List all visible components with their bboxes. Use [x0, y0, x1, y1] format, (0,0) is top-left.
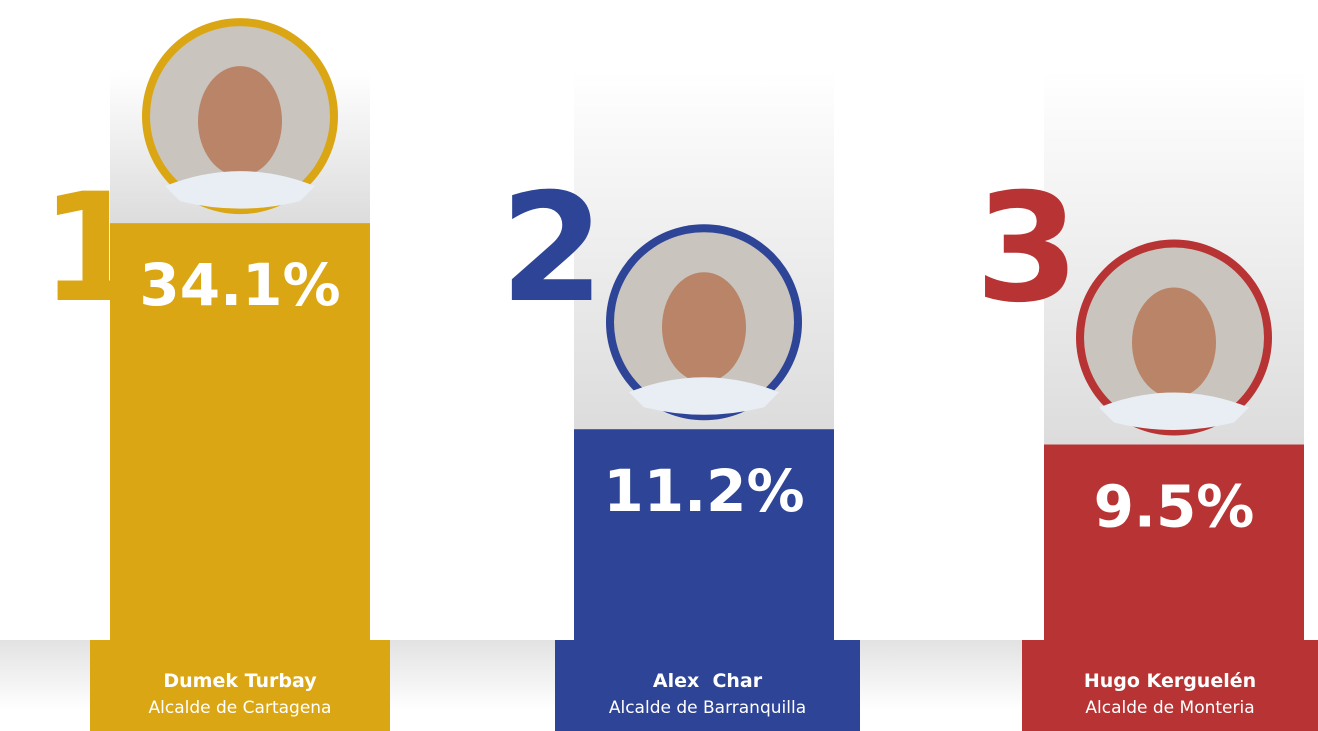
photo-shoulders — [165, 171, 315, 209]
label-box — [555, 640, 860, 731]
bar — [574, 429, 834, 640]
value-label: 9.5% — [1094, 473, 1255, 541]
rank-number: 2 — [500, 162, 604, 336]
photo-face — [1132, 287, 1216, 398]
candidate-name: Dumek Turbay — [163, 670, 317, 692]
bar — [110, 223, 370, 640]
bar — [1044, 444, 1304, 640]
photo-face — [198, 66, 282, 177]
candidate-name: Hugo Kerguelén — [1084, 670, 1256, 692]
rank-number: 3 — [975, 162, 1079, 336]
photo-shoulders — [1099, 392, 1249, 430]
candidate-role: Alcalde de Barranquilla — [609, 698, 806, 718]
value-label: 11.2% — [603, 457, 804, 525]
label-box — [90, 640, 390, 731]
value-label: 34.1% — [139, 251, 340, 319]
candidate-name: Alex Char — [653, 670, 763, 692]
label-box — [1022, 640, 1318, 731]
rank-number: 1 — [40, 162, 144, 336]
candidate-role: Alcalde de Monteria — [1085, 698, 1254, 718]
candidate-role: Alcalde de Cartagena — [149, 698, 332, 718]
photo-face — [662, 272, 746, 383]
photo-shoulders — [629, 377, 779, 415]
